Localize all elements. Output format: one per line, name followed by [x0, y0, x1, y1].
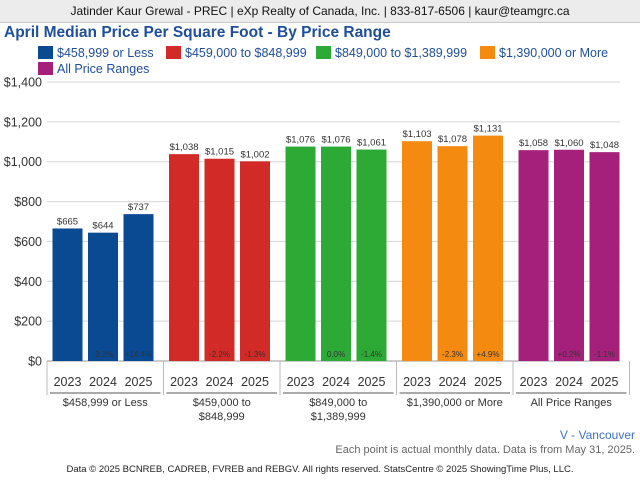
- bar-value-label: $1,015: [205, 147, 234, 158]
- bar: [518, 150, 549, 361]
- data-note: Each point is actual monthly data. Data …: [335, 444, 635, 456]
- y-tick-label: $600: [14, 235, 42, 249]
- x-tick-label-year: 2023: [403, 375, 431, 389]
- y-tick-label: $1,000: [4, 155, 42, 169]
- group-category-label: $849,000 to: [309, 397, 367, 409]
- bar: [285, 146, 316, 361]
- legend-swatch: [166, 46, 181, 59]
- header-contact-text: Jatinder Kaur Grewal - PREC | eXp Realty…: [70, 4, 570, 18]
- bar-value-label: $644: [92, 221, 113, 232]
- x-tick-label-year: 2024: [89, 375, 117, 389]
- legend-item-all-price-ranges[interactable]: All Price Ranges: [38, 62, 149, 76]
- labels: $665 2023 $644 -3.2% 2024 $737 +14.4% 2025 $458,…: [54, 124, 619, 423]
- region-label: V - Vancouver: [559, 428, 635, 442]
- bar-change-label: -2.3%: [442, 350, 463, 359]
- bar-value-label: $1,076: [286, 135, 315, 146]
- group-category-label: $1,390,000 or More: [407, 397, 503, 409]
- x-tick-label-year: 2024: [555, 375, 583, 389]
- y-tick-label: $1,400: [4, 76, 42, 90]
- x-tick-label-year: 2025: [474, 375, 502, 389]
- bar: [402, 141, 432, 361]
- x-tick-label-year: 2024: [322, 375, 350, 389]
- x-tick-label-year: 2023: [520, 375, 548, 389]
- legend-label: $849,000 to $1,389,999: [335, 46, 468, 60]
- legend-label: $1,390,000 or More: [499, 46, 609, 60]
- bar-change-label: +14.4%: [125, 350, 152, 359]
- legend-swatch: [480, 46, 495, 59]
- group-category-label: All Price Ranges: [531, 397, 613, 409]
- bar-value-label: $1,061: [357, 138, 386, 149]
- legend-label: $459,000 to $848,999: [185, 46, 307, 60]
- bar: [240, 161, 270, 361]
- x-tick-label-year: 2024: [206, 375, 234, 389]
- bars: [52, 135, 620, 361]
- group-category-label: $458,999 or Less: [63, 397, 149, 409]
- chart-title: April Median Price Per Square Foot - By …: [4, 24, 391, 41]
- bar: [169, 154, 199, 361]
- legend-swatch: [38, 46, 53, 59]
- bar: [589, 152, 620, 361]
- bar-change-label: -1.1%: [594, 350, 615, 359]
- legend-label: All Price Ranges: [57, 62, 150, 76]
- y-tick-label: $800: [14, 195, 42, 209]
- bar: [52, 228, 83, 361]
- bar-change-label: -3.2%: [93, 350, 114, 359]
- group-category-label: $848,999: [199, 411, 245, 423]
- bar-value-label: $1,103: [402, 129, 431, 140]
- x-tick-label-year: 2025: [358, 375, 386, 389]
- bar-change-label: 0.0%: [327, 350, 345, 359]
- group-category-label: $459,000 to: [193, 397, 251, 409]
- legend-item-459000-to-848999[interactable]: $459,000 to $848,999: [166, 46, 307, 60]
- bar: [437, 146, 468, 361]
- y-tick-label: $200: [14, 315, 42, 329]
- bar-value-label: $1,002: [240, 149, 269, 160]
- bar-change-label: -1.3%: [245, 350, 266, 359]
- group-category-label: $1,389,999: [311, 411, 366, 423]
- copyright-footer: Data © 2025 BCNREB, CADREB, FVREB and RE…: [66, 464, 574, 475]
- bar-value-label: $1,058: [519, 138, 548, 149]
- bar-change-label: +0.2%: [558, 350, 581, 359]
- y-tick-label: $0: [28, 355, 42, 369]
- x-tick-label-year: 2025: [241, 375, 269, 389]
- header-bar: Jatinder Kaur Grewal - PREC | eXp Realty…: [0, 0, 640, 23]
- bar-value-label: $665: [57, 216, 78, 227]
- legend-swatch: [316, 46, 331, 59]
- x-tick-label-year: 2024: [439, 375, 467, 389]
- legend-label: $458,999 or Less: [57, 46, 154, 60]
- bar: [88, 232, 118, 361]
- bar-value-label: $1,048: [590, 140, 619, 151]
- x-tick-label-year: 2023: [287, 375, 315, 389]
- bar: [321, 146, 351, 361]
- legend-item-849000-to-1389999[interactable]: $849,000 to $1,389,999: [316, 46, 467, 60]
- bar: [204, 158, 235, 361]
- x-tick-label-year: 2023: [54, 375, 82, 389]
- bar-value-label: $737: [128, 202, 149, 213]
- bar-value-label: $1,076: [321, 135, 350, 146]
- legend-item-458999-or-less[interactable]: $458,999 or Less: [38, 46, 154, 60]
- bar-change-label: -2.2%: [209, 350, 230, 359]
- bar-value-label: $1,131: [473, 124, 502, 135]
- x-tick-label-year: 2025: [125, 375, 153, 389]
- bar-change-label: +4.9%: [477, 350, 500, 359]
- bar-value-label: $1,060: [554, 138, 583, 149]
- y-tick-label: $1,200: [4, 115, 42, 129]
- bar: [554, 149, 584, 361]
- x-tick-label-year: 2025: [591, 375, 619, 389]
- legend-item-1390000-or-more[interactable]: $1,390,000 or More: [480, 46, 608, 60]
- bar: [123, 214, 154, 361]
- bar-value-label: $1,078: [438, 134, 467, 145]
- x-tick-label-year: 2023: [170, 375, 198, 389]
- bar-change-label: -1.4%: [361, 350, 382, 359]
- bar: [356, 149, 387, 361]
- y-tick-label: $400: [14, 275, 42, 289]
- legend-swatch: [38, 62, 53, 75]
- bar: [473, 135, 503, 361]
- bar-value-label: $1,038: [169, 142, 198, 153]
